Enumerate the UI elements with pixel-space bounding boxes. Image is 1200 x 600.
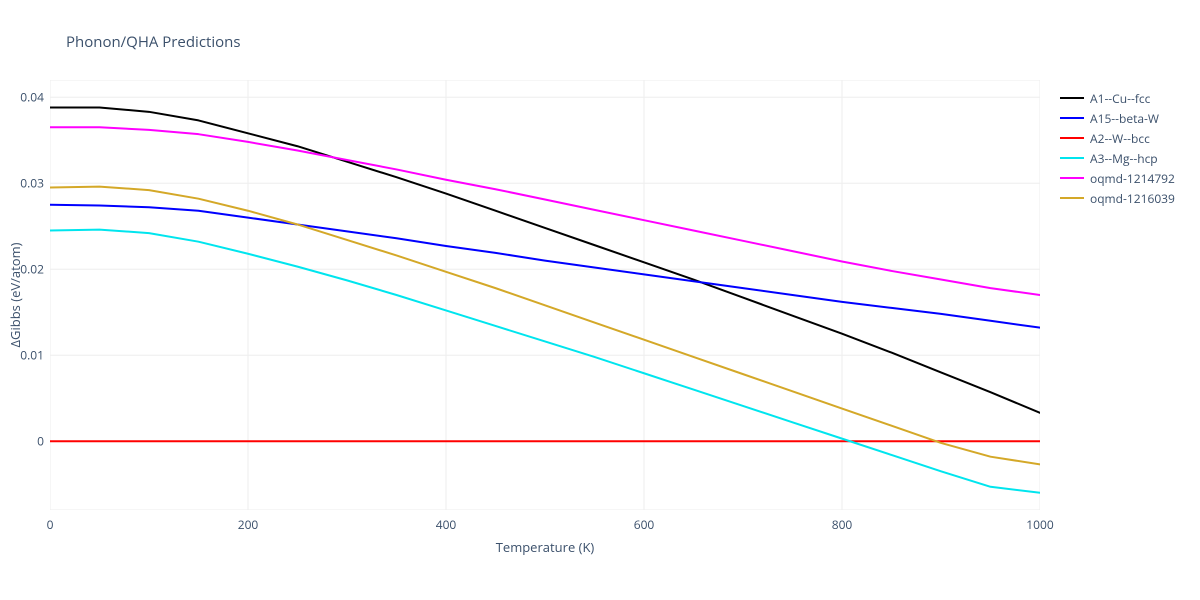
legend-label: oqmd-1214792 bbox=[1090, 170, 1175, 187]
series-lines bbox=[50, 108, 1040, 493]
x-tick-label: 200 bbox=[238, 516, 259, 533]
legend: A1--Cu--fcc A15--beta-W A2--W--bcc A3--Mg--… bbox=[1060, 88, 1175, 208]
y-tick-label: 0.02 bbox=[8, 261, 44, 278]
legend-label: A1--Cu--fcc bbox=[1090, 90, 1150, 107]
x-tick-label: 0 bbox=[47, 516, 54, 533]
grid bbox=[50, 80, 1040, 510]
y-tick-label: 0.04 bbox=[8, 89, 44, 106]
legend-swatch bbox=[1060, 197, 1084, 199]
x-axis-label: Temperature (K) bbox=[50, 538, 1040, 556]
legend-swatch bbox=[1060, 117, 1084, 119]
y-tick-label: 0.01 bbox=[8, 347, 44, 364]
legend-label: A3--Mg--hcp bbox=[1090, 150, 1158, 167]
x-tick-label: 1000 bbox=[1026, 516, 1053, 533]
legend-swatch bbox=[1060, 137, 1084, 139]
legend-swatch bbox=[1060, 97, 1084, 99]
legend-item[interactable]: oqmd-1214792 bbox=[1060, 168, 1175, 188]
legend-swatch bbox=[1060, 177, 1084, 179]
series-line bbox=[50, 205, 1040, 328]
chart-plot-area bbox=[50, 80, 1040, 510]
legend-label: oqmd-1216039 bbox=[1090, 190, 1175, 207]
legend-item[interactable]: oqmd-1216039 bbox=[1060, 188, 1175, 208]
x-tick-label: 400 bbox=[436, 516, 457, 533]
x-tick-label: 800 bbox=[832, 516, 853, 533]
legend-swatch bbox=[1060, 157, 1084, 159]
legend-label: A15--beta-W bbox=[1090, 110, 1159, 127]
legend-item[interactable]: A1--Cu--fcc bbox=[1060, 88, 1175, 108]
x-tick-label: 600 bbox=[634, 516, 655, 533]
y-tick-label: 0.03 bbox=[8, 175, 44, 192]
legend-label: A2--W--bcc bbox=[1090, 130, 1150, 147]
y-tick-label: 0 bbox=[8, 433, 44, 450]
legend-item[interactable]: A3--Mg--hcp bbox=[1060, 148, 1175, 168]
legend-item[interactable]: A2--W--bcc bbox=[1060, 128, 1175, 148]
plot-border bbox=[50, 80, 1040, 510]
chart-title: Phonon/QHA Predictions bbox=[66, 32, 241, 52]
legend-item[interactable]: A15--beta-W bbox=[1060, 108, 1175, 128]
